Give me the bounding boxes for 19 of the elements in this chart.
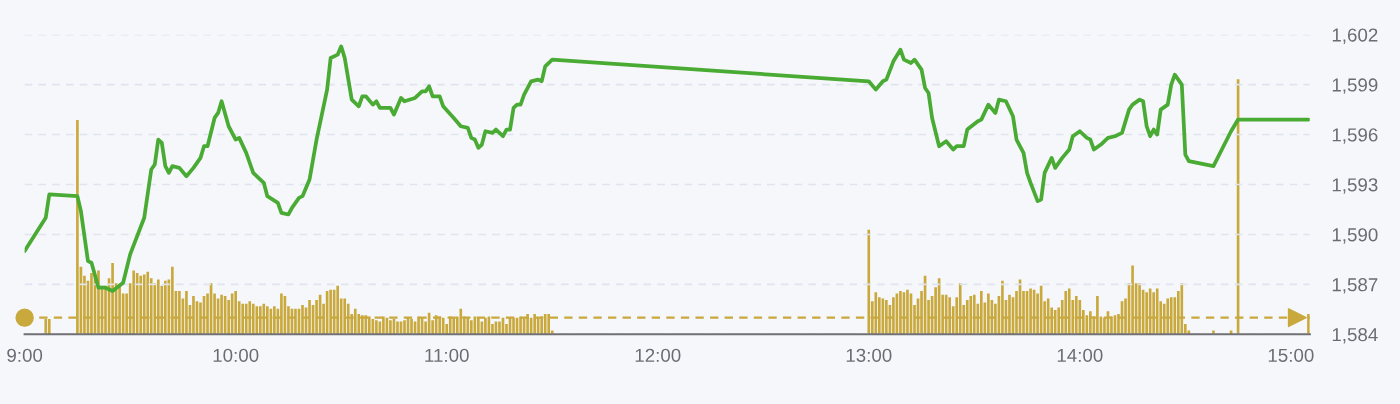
y-tick-label: 1,584 bbox=[1332, 328, 1378, 344]
bar bbox=[1212, 330, 1215, 335]
x-tick-label: 10:00 bbox=[213, 348, 259, 362]
x-tick-label: 12:00 bbox=[635, 348, 681, 362]
y-tick-label: 1,590 bbox=[1332, 228, 1378, 244]
bar bbox=[470, 320, 473, 335]
y-tick-label: 1,596 bbox=[1332, 128, 1378, 144]
line-series bbox=[24, 44, 1310, 293]
bar bbox=[396, 321, 399, 335]
y-tick-label: 1,599 bbox=[1332, 78, 1378, 94]
y-tick-label: 1,602 bbox=[1332, 28, 1378, 44]
x-tick-label: 14:00 bbox=[1057, 348, 1103, 362]
x-tick-label: 9:00 bbox=[7, 348, 43, 362]
x-tick-label: 13:00 bbox=[846, 348, 892, 362]
y-tick-label: 1,593 bbox=[1332, 178, 1378, 194]
y-tick-label: 1,587 bbox=[1332, 278, 1378, 294]
bar bbox=[498, 321, 501, 335]
x-tick-label: 11:00 bbox=[425, 348, 469, 362]
x-tick-label: 15:00 bbox=[1268, 348, 1314, 362]
